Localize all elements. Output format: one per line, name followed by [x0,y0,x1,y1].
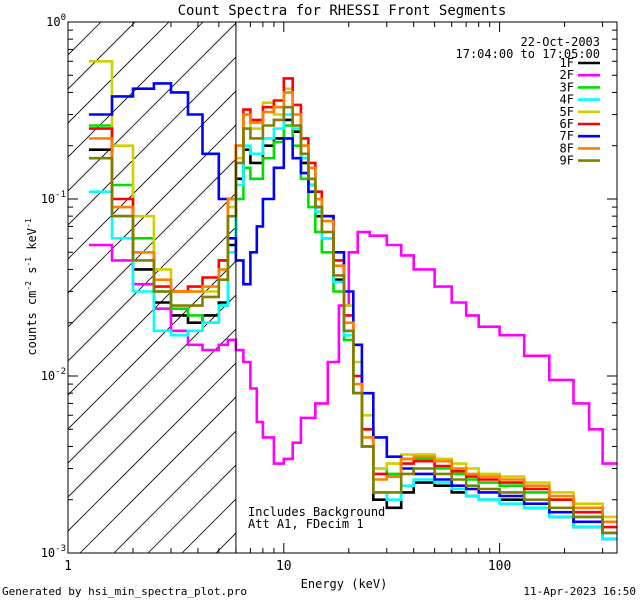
series-line-2F [88,230,617,465]
plot-frame [67,21,618,554]
y-tick-label: 10-1 [41,190,66,206]
hatch-line [68,192,236,362]
hatch-line [68,90,236,260]
legend-label-8F: 8F [560,141,574,155]
annotation-background: Includes Background [248,505,385,519]
legend-label-6F: 6F [560,117,574,131]
y-tick-label: 10-3 [41,544,66,560]
annotation-attenuator: Att A1, FDecim 1 [248,517,364,531]
time-range-label: 17:04:00 to 17:05:00 [456,47,601,61]
hatch-line [68,328,236,498]
x-tick-label: 100 [488,559,511,574]
hatch-line [68,124,236,294]
series-line-5F [88,60,617,519]
date-label: 22-Oct-2003 [521,35,600,49]
legend-label-3F: 3F [560,80,574,94]
axes: 1 10 100 100 10-1 10-2 10-3 [41,13,617,574]
chart-title: Count Spectra for RHESSI Front Segments [178,3,507,19]
hatch-line [79,396,236,553]
hatch-line [68,22,204,158]
hatched-region [0,22,236,553]
y-tick-label: 10-2 [41,367,66,383]
x-tick-label: 1 [64,559,72,574]
legend-label-7F: 7F [560,129,574,143]
footer-generated-by: Generated by hsi_min_spectra_plot.pro [2,585,247,598]
hatch-line [68,22,236,192]
hatch-line [113,430,236,553]
legend-label-9F: 9F [560,154,574,168]
hatch-line [68,22,170,124]
hatch-line [68,56,236,226]
y-tick-label: 100 [46,13,66,29]
y-axis-label: counts cm-2 s-1 keV-1 [24,218,39,355]
legend-label-4F: 4F [560,93,574,107]
hatch-line [68,362,236,532]
legend-label-5F: 5F [560,105,574,119]
legend-label-2F: 2F [560,68,574,82]
x-axis-label: Energy (keV) [301,577,388,591]
footer-timestamp: 11-Apr-2023 16:50 [523,585,636,598]
hatch-line [68,158,236,328]
hatch-line [68,22,102,56]
x-tick-label: 10 [276,559,292,574]
series-lines [88,60,617,541]
hatch-line [68,226,236,396]
legend-label-1F: 1F [560,56,574,70]
series-line-6F [88,77,617,529]
hatch-line [0,22,67,553]
series-line-4F [88,113,617,541]
series-line-9F [88,105,617,535]
